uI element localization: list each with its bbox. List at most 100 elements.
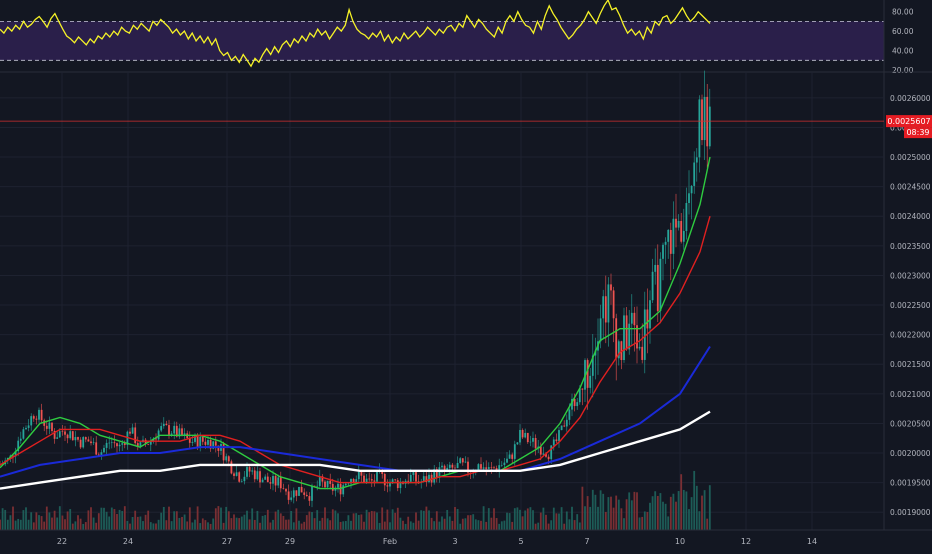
- candle-body: [155, 438, 157, 440]
- volume-bar: [685, 491, 688, 530]
- volume-bar: [417, 520, 420, 530]
- candle-body: [625, 315, 628, 350]
- volume-bar: [350, 520, 352, 530]
- volume-bar: [25, 507, 27, 530]
- volume-bar: [139, 516, 142, 530]
- volume-bar: [477, 520, 480, 530]
- bar-countdown-box: [904, 127, 932, 139]
- time-tick-label: 24: [123, 537, 133, 546]
- candle-body: [599, 318, 602, 342]
- candle-body: [126, 431, 129, 445]
- volume-bar: [402, 520, 404, 530]
- candle-body: [357, 471, 360, 480]
- volume-bar: [339, 521, 342, 530]
- candle-body: [246, 467, 248, 477]
- volume-bar: [706, 518, 709, 530]
- volume-bar: [394, 512, 397, 530]
- volume-bar: [147, 510, 150, 530]
- volume-bar: [131, 516, 134, 530]
- time-tick-label: 29: [285, 537, 295, 546]
- volume-bar: [311, 512, 313, 530]
- candle-body: [287, 491, 290, 500]
- candle-body: [188, 437, 191, 443]
- candle-body: [547, 456, 550, 460]
- candle-body: [103, 447, 105, 453]
- candle-body: [365, 478, 368, 483]
- candle-body: [165, 423, 168, 426]
- candle-body: [493, 467, 495, 469]
- candle-body: [662, 244, 664, 259]
- candle-body: [415, 472, 417, 482]
- volume-bar: [12, 506, 14, 530]
- volume-bar: [240, 516, 243, 530]
- candle-body: [147, 444, 150, 445]
- price-axis[interactable]: 0.00260000.00255000.00250000.00245000.00…: [890, 94, 931, 517]
- candle-body: [550, 445, 553, 460]
- candle-body: [274, 476, 277, 486]
- volume-bar: [225, 506, 228, 530]
- volume-bar: [482, 506, 485, 530]
- volume-bar: [433, 521, 436, 530]
- candle-body: [617, 341, 620, 359]
- volume-bar: [545, 514, 547, 530]
- volume-bar: [568, 519, 571, 530]
- candle-body: [326, 480, 329, 488]
- candle-body: [643, 309, 646, 360]
- candle-body: [235, 472, 238, 476]
- candle-body: [331, 483, 334, 491]
- volume-bar: [667, 516, 670, 530]
- time-tick-label: 5: [518, 537, 523, 546]
- volume-bar: [576, 514, 579, 530]
- volume-bar: [277, 509, 280, 530]
- volume-bar: [490, 517, 493, 530]
- candle-body: [555, 439, 558, 442]
- candle-body: [324, 481, 326, 488]
- volume-bar: [664, 503, 667, 530]
- volume-bar: [256, 510, 259, 530]
- candle-body: [552, 439, 555, 446]
- candle-body: [422, 476, 425, 482]
- volume-bars: [0, 470, 711, 530]
- candle-body: [61, 431, 64, 432]
- candle-body: [303, 492, 306, 495]
- volume-bar: [511, 521, 514, 530]
- candle-body: [508, 454, 511, 459]
- volume-bar: [677, 491, 680, 530]
- volume-bar: [305, 515, 308, 530]
- volume-bar: [464, 518, 467, 530]
- volume-bar: [555, 513, 558, 530]
- candle-body: [318, 476, 321, 486]
- volume-bar: [246, 510, 248, 530]
- volume-bar: [693, 470, 696, 530]
- candle-body: [558, 430, 560, 442]
- candle-body: [313, 485, 316, 487]
- rsi-tick-label: 60.00: [892, 27, 914, 36]
- candle-body: [498, 465, 501, 471]
- candle-body: [651, 271, 654, 301]
- volume-bar: [456, 509, 459, 530]
- candle-body: [394, 479, 397, 481]
- volume-bar: [45, 506, 48, 530]
- volume-bar: [503, 520, 506, 530]
- candle-body: [352, 478, 355, 483]
- volume-bar: [597, 506, 599, 530]
- candle-body: [40, 409, 43, 421]
- time-axis[interactable]: 22 24 27 29 Feb 3 5 7 10 12 14: [57, 537, 817, 546]
- candle-body: [407, 480, 410, 482]
- volume-bar: [396, 507, 399, 530]
- volume-bar: [326, 518, 329, 530]
- candle-body: [87, 439, 90, 442]
- candle-body: [82, 437, 85, 448]
- candle-body: [376, 471, 378, 482]
- candle-body: [454, 467, 456, 469]
- candle-body: [238, 472, 241, 482]
- volume-bar: [383, 521, 386, 530]
- volume-bar: [116, 514, 118, 530]
- candle-body: [698, 99, 701, 158]
- candle-body: [261, 479, 264, 483]
- candle-body: [524, 432, 527, 438]
- volume-bar: [48, 512, 51, 530]
- candle-body: [656, 264, 659, 312]
